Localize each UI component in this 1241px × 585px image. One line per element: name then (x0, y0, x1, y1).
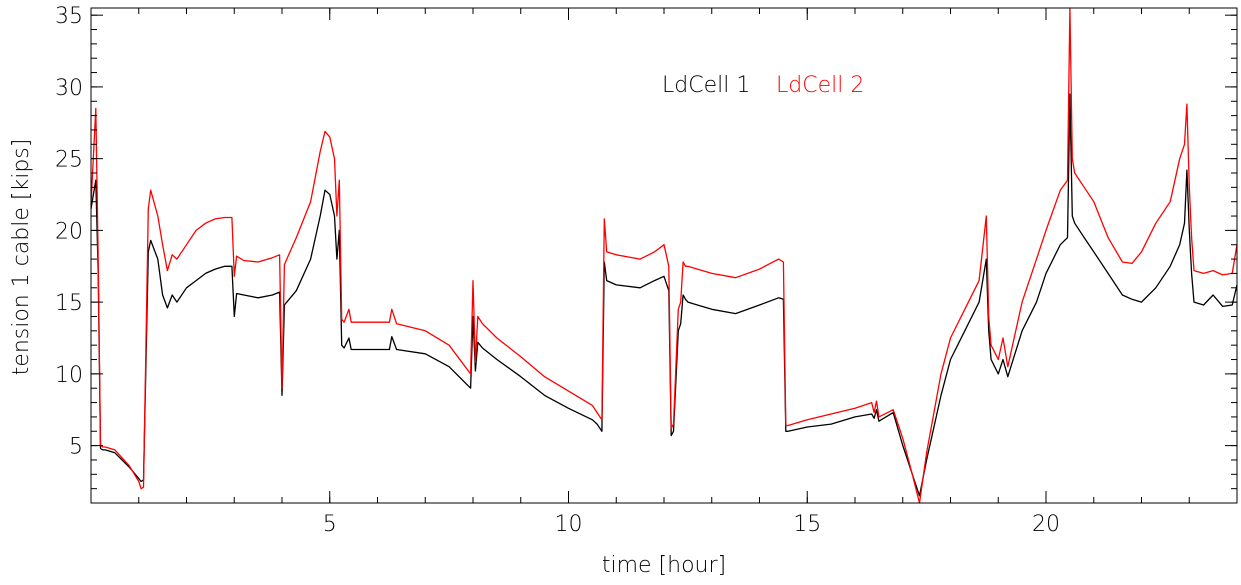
tick-layer: 5 10 15 20 5 10 15 20 25 30 35 (55, 4, 1238, 537)
series-layer (90, 7, 1238, 504)
legend: LdCell 1 LdCell 2 (662, 73, 864, 98)
y-tick-label: 35 (55, 4, 83, 29)
y-tick-label: 30 (55, 76, 83, 101)
y-tick-label: 20 (55, 219, 83, 244)
x-tick-label: 15 (793, 512, 821, 537)
series-line-ldcell-2 (90, 7, 1238, 504)
series-line-ldcell-1 (90, 93, 1238, 497)
legend-label-ldcell-2: LdCell 2 (776, 73, 864, 98)
y-tick-label: 10 (55, 363, 83, 388)
y-axis-label: tension 1 cable [kips] (9, 139, 34, 376)
y-tick-label: 5 (69, 435, 83, 460)
x-tick-label: 10 (555, 512, 583, 537)
plot-frame (90, 7, 1238, 504)
x-tick-label: 5 (323, 512, 337, 537)
y-tick-label: 15 (55, 291, 83, 316)
x-tick-label: 20 (1032, 512, 1060, 537)
legend-label-ldcell-1: LdCell 1 (662, 73, 750, 98)
x-axis-label: time [hour] (602, 553, 726, 578)
y-tick-label: 25 (55, 148, 83, 173)
